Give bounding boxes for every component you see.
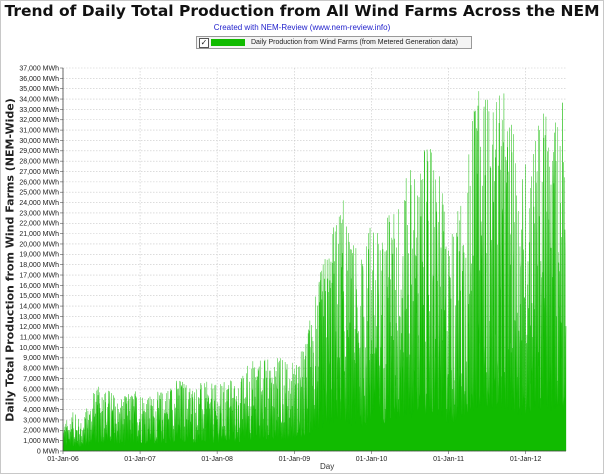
y-tick-label: 34,000 MWh [19,96,59,103]
x-tick-label: 01-Jan-11 [433,456,464,463]
y-tick-label: 22,000 MWh [19,221,59,228]
legend-series-swatch [211,39,245,46]
series-area-path [62,91,567,452]
x-axis-title: Day [320,462,335,471]
y-tick-label: 26,000 MWh [19,179,59,186]
y-tick-label: 11,000 MWh [20,335,59,342]
y-tick-label: 17,000 MWh [19,272,59,279]
y-tick-label: 3,000 MWh [23,417,59,424]
y-tick-label: 8,000 MWh [23,366,59,373]
y-tick-label: 25,000 MWh [19,190,59,197]
y-tick-label: 21,000 MWh [19,231,59,238]
y-tick-label: 31,000 MWh [19,128,59,135]
y-tick-label: 36,000 MWh [19,76,59,83]
y-axis-ticks: 0 MWh 1,000 MWh 2,000 MWh 3,000 MWh 4,000 MW… [19,65,63,455]
y-tick-label: 37,000 MWh [19,65,59,72]
y-tick-label: 30,000 MWh [19,138,59,145]
y-tick-label: 13,000 MWh [19,314,59,321]
y-tick-label: 6,000 MWh [23,386,59,393]
y-tick-label: 23,000 MWh [19,210,59,217]
y-tick-label: 29,000 MWh [19,148,59,155]
y-tick-label: 28,000 MWh [19,159,59,166]
y-tick-label: 20,000 MWh [19,241,59,248]
x-tick-label: 01-Jan-06 [47,456,79,463]
chart-title: Trend of Daily Total Production from All… [4,2,600,20]
x-tick-label: 01-Jan-10 [356,456,388,463]
y-tick-label: 16,000 MWh [19,283,59,290]
x-axis-ticks: 01-Jan-06 01-Jan-07 01-Jan-08 01-Jan-09 01-J… [47,451,542,463]
y-tick-label: 33,000 MWh [19,107,59,114]
x-tick-label: 01-Jan-08 [201,456,233,463]
legend-series-checkbox[interactable]: ✓ [199,38,209,48]
y-tick-label: 15,000 MWh [19,293,59,300]
y-tick-label: 9,000 MWh [23,355,59,362]
x-tick-label: 01-Jan-07 [124,456,156,463]
axes [62,68,566,452]
y-tick-label: 12,000 MWh [19,324,59,331]
series-area [62,91,567,452]
y-tick-label: 4,000 MWh [23,407,59,414]
y-tick-label: 18,000 MWh [19,262,59,269]
y-tick-label: 2,000 MWh [23,428,59,435]
x-tick-label: 01-Jan-09 [279,456,311,463]
y-tick-label: 0 MWh [37,448,59,455]
y-tick-label: 14,000 MWh [19,303,59,310]
legend: ✓ Daily Production from Wind Farms (from… [196,36,472,49]
y-tick-label: 27,000 MWh [19,169,59,176]
y-tick-label: 19,000 MWh [19,252,59,259]
y-tick-label: 7,000 MWh [23,376,59,383]
y-tick-label: 35,000 MWh [19,86,59,93]
chart-subtitle[interactable]: Created with NEM-Review (www.nem-review.… [213,23,391,32]
y-tick-label: 10,000 MWh [19,345,59,352]
y-tick-label: 1,000 MWh [23,438,59,445]
x-tick-label: 01-Jan-12 [510,456,542,463]
y-tick-label: 24,000 MWh [19,200,59,207]
y-tick-label: 5,000 MWh [23,397,59,404]
y-tick-label: 32,000 MWh [19,117,59,124]
legend-series-label: Daily Production from Wind Farms (from M… [251,39,458,46]
